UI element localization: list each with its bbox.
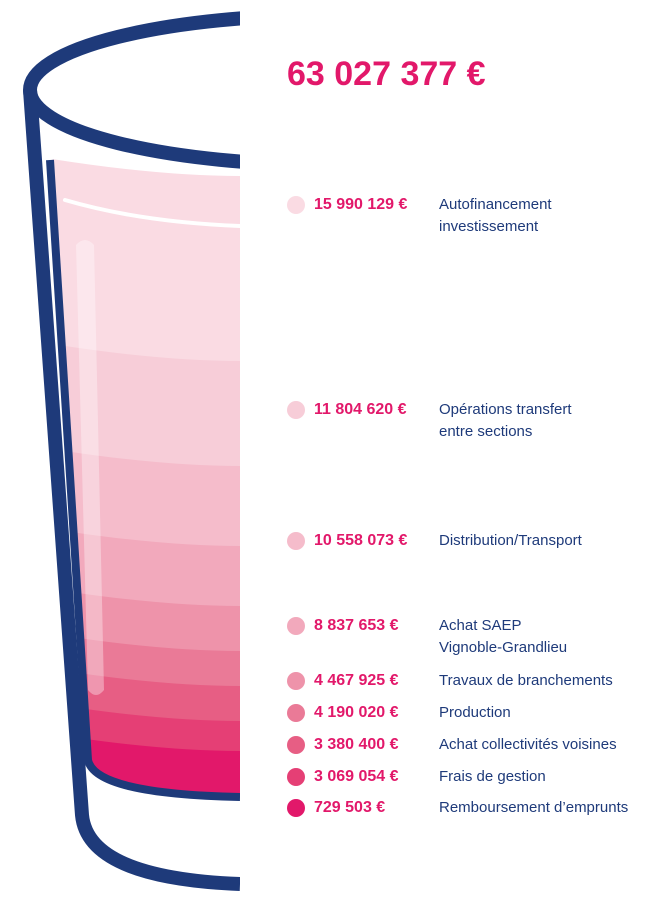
label: Opérations transfert: [439, 401, 572, 418]
amount: 3 069 054 €: [314, 768, 399, 785]
legend-dot: [287, 799, 305, 817]
label: Remboursement d’emprunts: [439, 799, 628, 816]
label: Autofinancement: [439, 196, 552, 213]
legend-dot: [287, 617, 305, 635]
amount: 729 503 €: [314, 799, 385, 816]
label: Distribution/Transport: [439, 532, 583, 549]
label: investissement: [439, 218, 539, 235]
legend-dot: [287, 736, 305, 754]
label: Production: [439, 704, 511, 721]
glass: [0, 15, 630, 884]
label: Travaux de branchements: [439, 672, 613, 689]
infographic: 63 027 377 € 15 990 129 € Autofinancement…: [0, 0, 669, 904]
legend-dot: [287, 401, 305, 419]
amount: 3 380 400 €: [314, 736, 399, 753]
legend-dot: [287, 768, 305, 786]
amount: 4 467 925 €: [314, 672, 399, 689]
label: Achat SAEP: [439, 617, 522, 634]
amount: 4 190 020 €: [314, 704, 399, 721]
total-amount: 63 027 377 €: [287, 55, 486, 93]
label: Frais de gestion: [439, 768, 546, 785]
label: Achat collectivités voisines: [439, 736, 617, 753]
legend-dot: [287, 672, 305, 690]
amount: 11 804 620 €: [314, 401, 407, 418]
amount: 8 837 653 €: [314, 617, 399, 634]
legend-dot: [287, 532, 305, 550]
amount: 15 990 129 €: [314, 196, 408, 213]
legend-dot: [287, 704, 305, 722]
amount: 10 558 073 €: [314, 532, 408, 549]
label: entre sections: [439, 423, 532, 440]
label: Vignoble-Grandlieu: [439, 639, 567, 656]
legend-dot: [287, 196, 305, 214]
